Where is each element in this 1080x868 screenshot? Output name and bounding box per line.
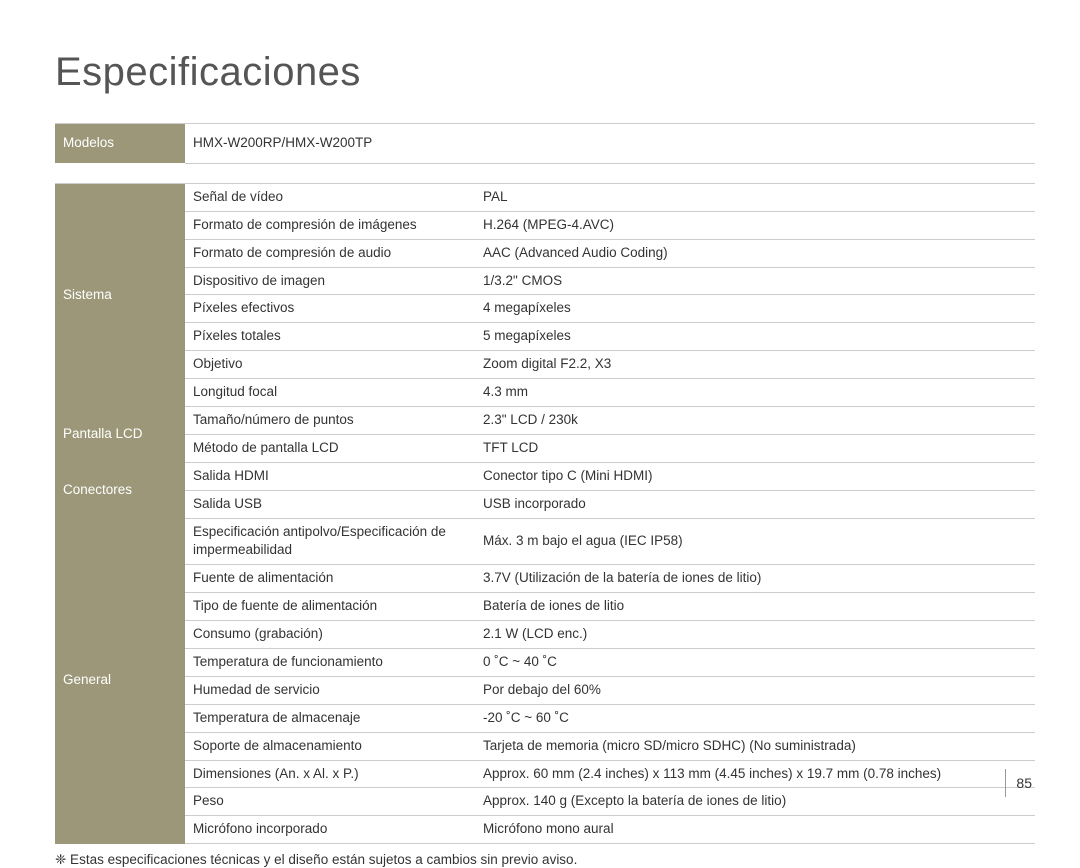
spec-value: PAL (475, 183, 1035, 211)
spec-key: Especificación antipolvo/Especificación … (185, 518, 475, 565)
spec-key: Temperatura de funcionamiento (185, 649, 475, 677)
spec-value: Approx. 140 g (Excepto la batería de ion… (475, 788, 1035, 816)
spec-value: 4 megapíxeles (475, 295, 1035, 323)
spec-key: Longitud focal (185, 379, 475, 407)
spec-value: TFT LCD (475, 434, 1035, 462)
spec-value: 1/3.2" CMOS (475, 267, 1035, 295)
table-row: Consumo (grabación)2.1 W (LCD enc.) (55, 621, 1035, 649)
table-row: Salida USBUSB incorporado (55, 490, 1035, 518)
spec-key: Tipo de fuente de alimentación (185, 593, 475, 621)
spec-value: Tarjeta de memoria (micro SD/micro SDHC)… (475, 732, 1035, 760)
spec-value: 3.7V (Utilización de la batería de iones… (475, 565, 1035, 593)
spec-value: Por debajo del 60% (475, 676, 1035, 704)
table-row: Método de pantalla LCDTFT LCD (55, 434, 1035, 462)
page-title: Especificaciones (55, 50, 1025, 95)
category-label: General (55, 518, 185, 844)
spec-value: Conector tipo C (Mini HDMI) (475, 462, 1035, 490)
spec-value: Batería de iones de litio (475, 593, 1035, 621)
spec-value: Approx. 60 mm (2.4 inches) x 113 mm (4.4… (475, 760, 1035, 788)
table-row: Pantalla LCDTamaño/número de puntos2.3" … (55, 407, 1035, 435)
category-label: Pantalla LCD (55, 407, 185, 463)
table-row: Temperatura de funcionamiento0 ˚C ~ 40 ˚… (55, 649, 1035, 677)
table-row: Longitud focal4.3 mm (55, 379, 1035, 407)
spec-key: Píxeles totales (185, 323, 475, 351)
table-row: Píxeles totales5 megapíxeles (55, 323, 1035, 351)
spec-key: Método de pantalla LCD (185, 434, 475, 462)
table-row: Micrófono incorporadoMicrófono mono aura… (55, 816, 1035, 844)
table-row: Dispositivo de imagen1/3.2" CMOS (55, 267, 1035, 295)
spec-key: Formato de compresión de audio (185, 239, 475, 267)
spec-value: Máx. 3 m bajo el agua (IEC IP58) (475, 518, 1035, 565)
spec-key: Humedad de servicio (185, 676, 475, 704)
table-row: Temperatura de almacenaje-20 ˚C ~ 60 ˚C (55, 704, 1035, 732)
spec-value: USB incorporado (475, 490, 1035, 518)
category-models: Modelos (55, 124, 185, 164)
spec-key: Soporte de almacenamiento (185, 732, 475, 760)
spec-key: Fuente de alimentación (185, 565, 475, 593)
spec-value: -20 ˚C ~ 60 ˚C (475, 704, 1035, 732)
table-row: ConectoresSalida HDMIConector tipo C (Mi… (55, 462, 1035, 490)
spec-key: Dispositivo de imagen (185, 267, 475, 295)
table-row: Dimensiones (An. x Al. x P.)Approx. 60 m… (55, 760, 1035, 788)
spec-key: Micrófono incorporado (185, 816, 475, 844)
page-number: 85 (1016, 775, 1032, 791)
category-label: Conectores (55, 462, 185, 518)
category-label: Sistema (55, 183, 185, 406)
spec-value: Micrófono mono aural (475, 816, 1035, 844)
table-row: ObjetivoZoom digital F2.2, X3 (55, 351, 1035, 379)
footnote: ❈ Estas especificaciones técnicas y el d… (55, 852, 1025, 868)
table-row: Soporte de almacenamientoTarjeta de memo… (55, 732, 1035, 760)
table-row: PesoApprox. 140 g (Excepto la batería de… (55, 788, 1035, 816)
spec-value: 2.3" LCD / 230k (475, 407, 1035, 435)
spec-key: Objetivo (185, 351, 475, 379)
spec-value: 2.1 W (LCD enc.) (475, 621, 1035, 649)
spec-value: 5 megapíxeles (475, 323, 1035, 351)
spec-key: Tamaño/número de puntos (185, 407, 475, 435)
table-row: Tipo de fuente de alimentaciónBatería de… (55, 593, 1035, 621)
spec-key: Señal de vídeo (185, 183, 475, 211)
specifications-table: ModelosHMX-W200RP/HMX-W200TPSistemaSeñal… (55, 123, 1035, 844)
table-row: Formato de compresión de imágenesH.264 (… (55, 211, 1035, 239)
spec-key: Peso (185, 788, 475, 816)
table-row: Humedad de servicioPor debajo del 60% (55, 676, 1035, 704)
table-row-models: ModelosHMX-W200RP/HMX-W200TP (55, 124, 1035, 164)
spec-key: Dimensiones (An. x Al. x P.) (185, 760, 475, 788)
spacer-row (55, 163, 1035, 183)
table-row: Píxeles efectivos4 megapíxeles (55, 295, 1035, 323)
table-row: Fuente de alimentación3.7V (Utilización … (55, 565, 1035, 593)
spec-value: 4.3 mm (475, 379, 1035, 407)
spec-key: Salida USB (185, 490, 475, 518)
spec-value: 0 ˚C ~ 40 ˚C (475, 649, 1035, 677)
spec-value: Zoom digital F2.2, X3 (475, 351, 1035, 379)
spec-value: H.264 (MPEG-4.AVC) (475, 211, 1035, 239)
table-row: Formato de compresión de audioAAC (Advan… (55, 239, 1035, 267)
table-row: GeneralEspecificación antipolvo/Especifi… (55, 518, 1035, 565)
spec-key: Consumo (grabación) (185, 621, 475, 649)
spec-key: Formato de compresión de imágenes (185, 211, 475, 239)
spec-key: Salida HDMI (185, 462, 475, 490)
spec-value: AAC (Advanced Audio Coding) (475, 239, 1035, 267)
models-value: HMX-W200RP/HMX-W200TP (185, 124, 1035, 164)
page-number-wrap: 85 (1005, 769, 1032, 797)
table-row: SistemaSeñal de vídeoPAL (55, 183, 1035, 211)
spec-key: Píxeles efectivos (185, 295, 475, 323)
spec-key: Temperatura de almacenaje (185, 704, 475, 732)
